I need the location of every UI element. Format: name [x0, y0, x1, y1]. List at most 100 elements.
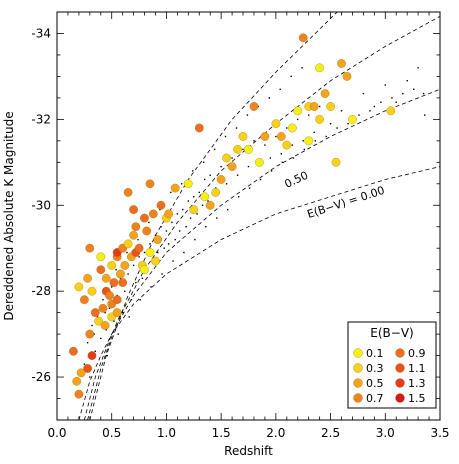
background-point [275, 135, 277, 138]
background-point [132, 264, 135, 267]
background-point [91, 324, 93, 327]
background-point [165, 230, 168, 232]
background-point [391, 97, 393, 99]
background-point [248, 187, 251, 189]
background-point [135, 281, 137, 284]
legend-swatch [395, 348, 405, 358]
background-point [347, 123, 349, 125]
background-point [161, 273, 163, 275]
background-point [318, 105, 321, 108]
data-point [85, 243, 95, 253]
data-point [244, 145, 253, 154]
background-point [193, 196, 195, 198]
background-point [238, 196, 240, 198]
background-point [227, 208, 229, 211]
background-point [247, 165, 250, 168]
data-point [131, 222, 141, 232]
data-point [123, 188, 133, 197]
x-tick-label: 3.5 [430, 426, 449, 440]
curve-label-000: E(B−V) = 0.00 [306, 184, 387, 221]
background-point [292, 157, 295, 159]
background-point [253, 140, 255, 142]
data-point [227, 162, 237, 171]
background-point [150, 286, 152, 288]
background-point [183, 251, 185, 254]
data-point [276, 132, 286, 141]
background-point [154, 234, 157, 236]
background-point [358, 114, 360, 116]
background-point [302, 140, 304, 142]
data-point [315, 115, 324, 124]
data-point [129, 230, 138, 240]
legend-label: 0.3 [366, 362, 384, 375]
data-point [87, 286, 97, 296]
background-point [291, 144, 293, 146]
background-point [96, 316, 99, 318]
background-point [340, 110, 343, 112]
legend: E(B−V) 0.1 0.3 0.5 0.7 0.9 1.1 1.3 1.5 [347, 321, 437, 409]
background-point [216, 217, 218, 219]
legend-label: 1.3 [408, 377, 426, 390]
data-point [100, 321, 110, 330]
background-point [171, 221, 173, 224]
data-point [80, 295, 89, 305]
data-point [271, 119, 281, 129]
data-point [282, 140, 292, 150]
background-point [384, 84, 386, 86]
data-point [145, 248, 155, 257]
x-axis-label: Redshift [224, 444, 273, 458]
x-tick-label: 3.0 [376, 426, 395, 440]
data-point [120, 261, 130, 270]
background-point [220, 165, 222, 168]
background-point [159, 208, 161, 211]
background-point [236, 174, 239, 176]
data-point [134, 243, 144, 253]
data-point [287, 123, 297, 133]
data-point [238, 132, 248, 141]
data-point [98, 303, 108, 313]
legend-swatch [395, 378, 405, 388]
background-point [122, 311, 124, 314]
legend-box [347, 321, 437, 409]
background-point [329, 123, 332, 125]
data-point [116, 269, 125, 279]
data-point [145, 179, 155, 189]
background-point [138, 256, 140, 258]
background-point [187, 200, 189, 202]
plot-frame [56, 11, 441, 421]
model-curve-3 [89, 12, 338, 420]
data-point [140, 265, 149, 275]
background-point [308, 114, 310, 116]
background-point [301, 67, 303, 69]
background-point [167, 243, 170, 245]
background-point [94, 350, 96, 352]
background-point [189, 217, 192, 219]
data-point [304, 136, 314, 146]
background-point [137, 238, 139, 241]
axis-ticks [56, 11, 441, 421]
background-point [202, 161, 205, 163]
background-point [93, 333, 95, 335]
y-tick-label: -34 [31, 26, 51, 40]
data-point [101, 273, 111, 283]
y-tick-label: -32 [31, 112, 51, 126]
data-point [76, 368, 86, 378]
background-point [280, 153, 282, 155]
y-axis-label: Dereddened Absolute K Magnitude [2, 111, 16, 320]
data-point [112, 295, 122, 305]
data-point [90, 308, 100, 317]
x-tick-label: 2.5 [321, 426, 340, 440]
background-point [157, 251, 159, 254]
data-point [342, 72, 352, 81]
data-point [148, 209, 158, 219]
background-point [192, 170, 194, 172]
x-tick-label: 0.5 [102, 426, 121, 440]
data-point [123, 239, 133, 249]
data-point [298, 33, 308, 43]
data-point [94, 316, 103, 326]
background-point [141, 277, 144, 279]
background-point [290, 75, 292, 78]
background-point [106, 354, 108, 357]
data-point [129, 205, 138, 214]
